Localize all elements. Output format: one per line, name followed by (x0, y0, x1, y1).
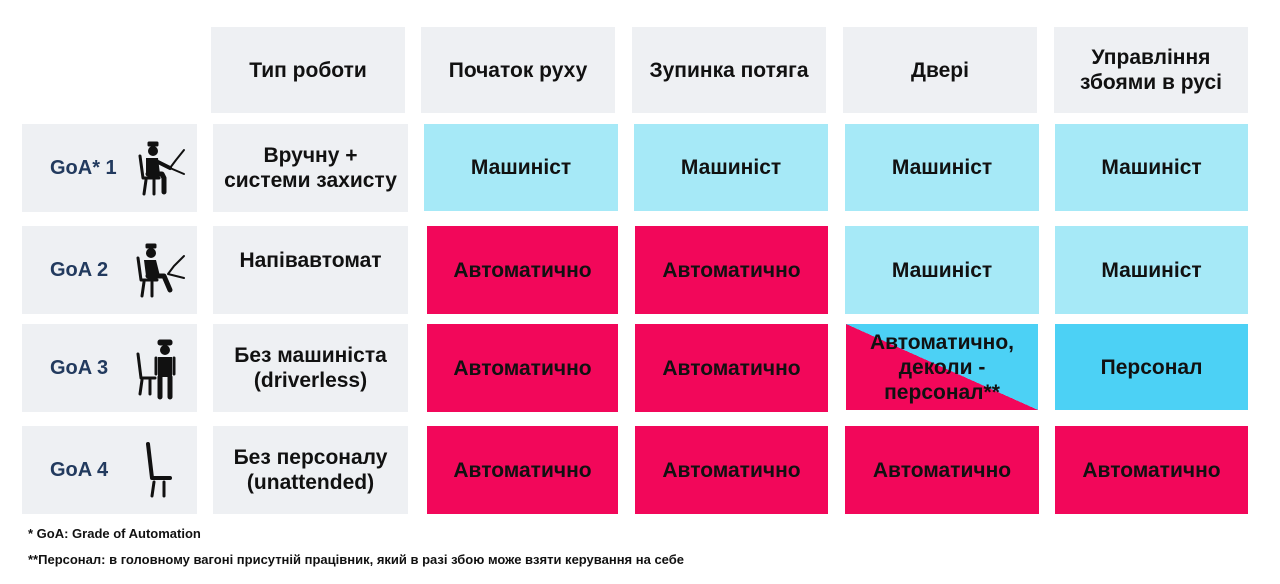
goa2-type: Напівавтомат (239, 249, 382, 272)
goa3-label: GoA 3 (50, 356, 109, 379)
header-type: Тип роботи (211, 27, 405, 113)
cell-goa3-start: Автоматично (427, 324, 618, 412)
goa3-start: Автоматично (453, 356, 592, 380)
goa2-failures: Машиніст (1101, 258, 1202, 282)
goa4-doors: Автоматично (872, 458, 1012, 482)
row-type-goa2: Напівавтомат (213, 226, 408, 314)
cell-goa4-doors: Автоматично (845, 426, 1039, 514)
goa4-failures: Автоматично (1082, 458, 1221, 482)
header-start: Початок руху (421, 27, 615, 113)
row-label-goa1: GoA* 1 (22, 124, 197, 212)
goa3-type: Без машиніста (driverless) (234, 344, 387, 392)
header-type-label: Тип роботи (249, 58, 367, 82)
row-type-goa1: Вручну + системи захисту (213, 124, 408, 212)
row-type-goa4: Без персоналу (unattended) (213, 426, 408, 514)
cell-goa1-stop: Машиніст (634, 124, 828, 211)
cell-goa4-stop: Автоматично (635, 426, 828, 514)
header-start-label: Початок руху (448, 58, 588, 82)
driver-seated-with-controls-icon (138, 141, 185, 196)
goa4-type: Без персоналу (unattended) (233, 446, 388, 494)
row-type-goa3: Без машиніста (driverless) (213, 324, 408, 412)
cell-goa1-start: Машиніст (424, 124, 618, 211)
goa2-start: Автоматично (453, 258, 592, 282)
cell-goa3-doors: Автоматично, деколи - персонал** (846, 324, 1038, 410)
driver-relaxed-with-controls-icon (136, 243, 185, 298)
footnote-goa: * GoA: Grade of Automation (28, 526, 201, 541)
goa2-label: GoA 2 (50, 258, 109, 281)
header-stop: Зупинка потяга (632, 27, 826, 113)
goa4-label: GoA 4 (50, 458, 109, 481)
header-doors-label: Двері (911, 58, 969, 82)
cell-goa2-failures: Машиніст (1055, 226, 1248, 314)
header-doors: Двері (843, 27, 1037, 113)
goa3-failures: Персонал (1100, 355, 1203, 379)
header-failures-label: Управління збоями в русі (1080, 46, 1222, 94)
goa2-stop: Автоматично (662, 258, 801, 282)
goa1-failures: Машиніст (1101, 156, 1202, 179)
header-failures: Управління збоями в русі (1054, 27, 1248, 113)
goa1-type: Вручну + системи захисту (224, 144, 397, 192)
goa2-doors: Машиніст (891, 258, 993, 282)
empty-seat-icon (146, 442, 172, 498)
footnote-staff: **Персонал: в головному вагоні присутній… (28, 552, 684, 567)
goa4-stop: Автоматично (662, 458, 801, 482)
row-label-goa3: GoA 3 (22, 324, 197, 412)
cell-goa1-doors: Машиніст (845, 124, 1039, 211)
cell-goa4-start: Автоматично (427, 426, 618, 514)
row-label-goa2: GoA 2 (22, 226, 197, 314)
cell-goa2-doors: Машиніст (845, 226, 1039, 314)
goa1-start: Машиніст (470, 156, 572, 179)
row-label-goa4: GoA 4 (22, 426, 197, 514)
cell-goa1-failures: Машиніст (1055, 124, 1248, 211)
goa1-doors: Машиніст (891, 156, 993, 179)
cell-goa2-stop: Автоматично (635, 226, 828, 314)
goa1-label: GoA* 1 (50, 156, 117, 179)
cell-goa2-start: Автоматично (427, 226, 618, 314)
goa3-doors: Автоматично, деколи - персонал** (869, 330, 1015, 404)
goa1-stop: Машиніст (680, 156, 782, 179)
goa4-start: Автоматично (453, 458, 592, 482)
cell-goa4-failures: Автоматично (1055, 426, 1248, 514)
attendant-standing-icon (136, 339, 176, 400)
header-stop-label: Зупинка потяга (649, 58, 809, 82)
goa3-stop: Автоматично (662, 356, 801, 380)
cell-goa3-failures: Персонал (1055, 324, 1248, 410)
cell-goa3-stop: Автоматично (635, 324, 828, 412)
